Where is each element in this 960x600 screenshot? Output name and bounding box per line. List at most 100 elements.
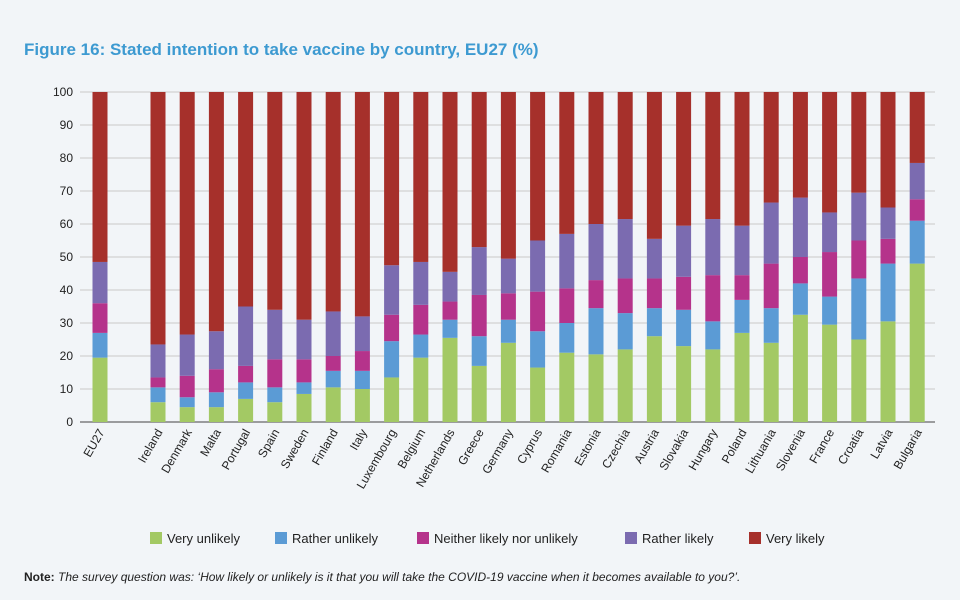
bar-segment bbox=[384, 265, 400, 315]
bar-segment bbox=[646, 92, 662, 239]
bar-segment bbox=[500, 342, 516, 422]
legend-label: Rather likely bbox=[642, 531, 714, 546]
bar-segment bbox=[354, 92, 370, 317]
x-tick-label: Greece bbox=[455, 426, 487, 467]
bar-segment bbox=[530, 240, 546, 292]
y-tick-label: 90 bbox=[60, 118, 74, 132]
bar-segment bbox=[325, 92, 341, 312]
x-tick-label: Malta bbox=[197, 426, 224, 459]
bar-segment bbox=[238, 92, 254, 307]
bar-segment bbox=[851, 240, 867, 279]
x-tick-label: Bulgaria bbox=[891, 426, 925, 471]
bar-segment bbox=[208, 92, 224, 332]
bar-segment bbox=[792, 314, 808, 422]
bar-segment bbox=[384, 377, 400, 422]
bar-segment bbox=[267, 387, 283, 403]
footnote: Note: The survey question was: ‘How like… bbox=[24, 570, 740, 584]
bar-segment bbox=[909, 199, 925, 221]
bar-segment bbox=[792, 257, 808, 284]
bar-segment bbox=[646, 308, 662, 337]
bar-segment bbox=[354, 351, 370, 371]
note-label: Note: bbox=[24, 570, 55, 584]
x-tick-label: France bbox=[806, 426, 837, 466]
bar-segment bbox=[179, 334, 195, 376]
bar-segment bbox=[325, 370, 341, 388]
bar-segment bbox=[325, 311, 341, 356]
bar-segment bbox=[734, 299, 750, 333]
bar-segment bbox=[471, 365, 487, 422]
bar-segment bbox=[792, 283, 808, 315]
bar-segment bbox=[734, 92, 750, 226]
bar-segment bbox=[763, 92, 779, 203]
bar-segment bbox=[500, 293, 516, 320]
bar-segment bbox=[471, 336, 487, 366]
bar-segment bbox=[588, 224, 604, 281]
bar-segment bbox=[413, 261, 429, 305]
bar-segment bbox=[676, 92, 692, 226]
bar-segment bbox=[705, 92, 721, 220]
bar-segment bbox=[208, 407, 224, 422]
bar-segment bbox=[471, 294, 487, 337]
bar-segment bbox=[179, 397, 195, 408]
bar-segment bbox=[676, 346, 692, 422]
bar-segment bbox=[909, 263, 925, 422]
bar-segment bbox=[822, 324, 838, 422]
x-tick-label: EU27 bbox=[80, 426, 107, 459]
bar-segment bbox=[851, 192, 867, 241]
bar-segment bbox=[442, 92, 458, 272]
bar-segment bbox=[384, 314, 400, 342]
bar-segment bbox=[384, 92, 400, 266]
bar-segment bbox=[267, 309, 283, 360]
bar-segment bbox=[676, 276, 692, 310]
x-tick-label: Estonia bbox=[571, 426, 603, 468]
x-tick-label: Ireland bbox=[135, 427, 165, 466]
y-tick-label: 20 bbox=[60, 349, 74, 363]
bar-segment bbox=[559, 92, 575, 234]
bar-segment bbox=[676, 309, 692, 347]
bar-segment bbox=[92, 303, 108, 333]
y-tick-label: 10 bbox=[60, 382, 74, 396]
bar-segment bbox=[296, 92, 312, 320]
bar-segment bbox=[296, 359, 312, 383]
bar-segment bbox=[442, 319, 458, 338]
bar-segment bbox=[92, 261, 108, 304]
bar-segment bbox=[92, 332, 108, 358]
y-tick-label: 0 bbox=[66, 415, 73, 429]
bar-segment bbox=[588, 92, 604, 224]
x-tick-label: Latvia bbox=[867, 426, 895, 461]
bars bbox=[92, 92, 925, 422]
bar-segment bbox=[851, 339, 867, 422]
x-tick-label: Finland bbox=[309, 427, 341, 468]
y-tick-label: 100 bbox=[53, 85, 73, 99]
bar-segment bbox=[851, 92, 867, 193]
bar-segment bbox=[325, 356, 341, 371]
bar-segment bbox=[238, 382, 254, 399]
legend-swatch bbox=[417, 532, 429, 544]
bar-segment bbox=[179, 92, 195, 335]
bar-segment bbox=[851, 278, 867, 340]
bar-segment bbox=[705, 275, 721, 322]
bar-segment bbox=[705, 349, 721, 422]
bar-segment bbox=[92, 357, 108, 422]
bar-segment bbox=[150, 402, 166, 422]
bar-segment bbox=[208, 331, 224, 370]
bar-segment bbox=[267, 92, 283, 310]
bar-segment bbox=[588, 280, 604, 309]
bar-segment bbox=[150, 387, 166, 403]
bar-segment bbox=[588, 354, 604, 422]
bar-segment bbox=[734, 275, 750, 300]
x-tick-label: Portugal bbox=[219, 427, 253, 473]
legend-label: Very likely bbox=[766, 531, 825, 546]
bar-segment bbox=[792, 197, 808, 257]
bar-segment bbox=[296, 393, 312, 422]
bar-segment bbox=[909, 220, 925, 264]
bar-segment bbox=[822, 296, 838, 325]
bar-segment bbox=[734, 332, 750, 422]
bar-segment bbox=[880, 321, 896, 422]
bar-segment bbox=[792, 92, 808, 198]
legend-swatch bbox=[275, 532, 287, 544]
bar-segment bbox=[530, 367, 546, 422]
bar-segment bbox=[880, 238, 896, 264]
bar-segment bbox=[413, 357, 429, 422]
